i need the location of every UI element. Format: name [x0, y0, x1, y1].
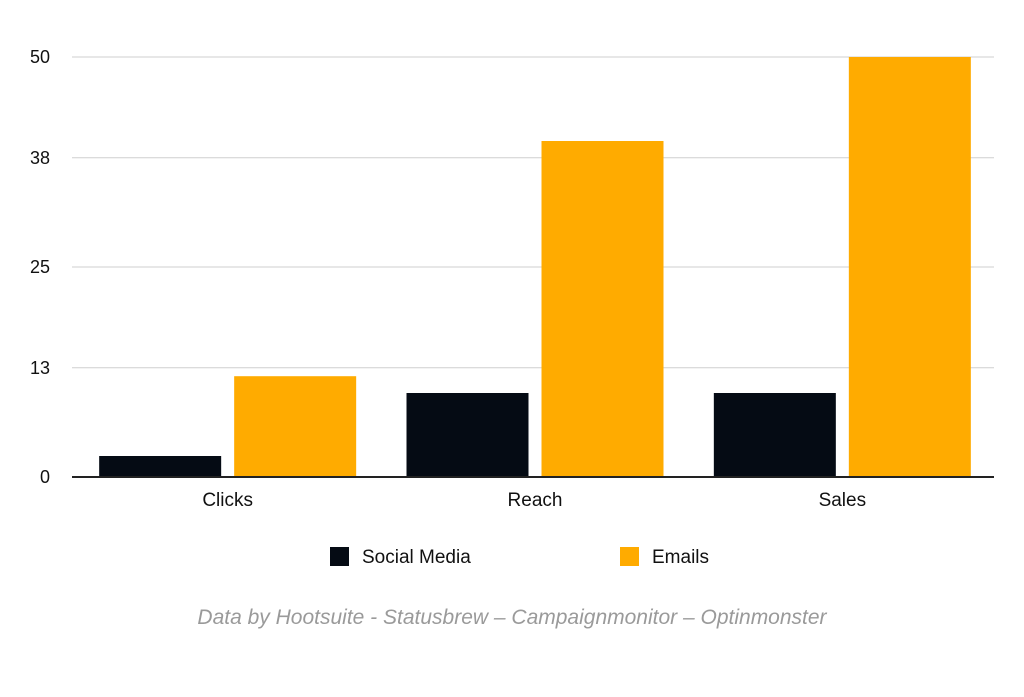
y-tick-label: 13	[30, 358, 50, 378]
y-tick-label: 0	[40, 467, 50, 487]
legend-swatch	[330, 547, 349, 566]
gridlines	[72, 56, 994, 369]
bar-emails-reach	[541, 141, 664, 477]
bar-social-media-reach	[406, 393, 529, 477]
x-category-label: Reach	[508, 490, 563, 511]
x-category-label: Clicks	[202, 490, 253, 511]
bar-emails-sales	[848, 57, 971, 477]
legend-label: Emails	[652, 547, 709, 568]
legend: Social Media Emails	[330, 547, 709, 568]
legend-label: Social Media	[362, 547, 471, 568]
legend-swatch	[620, 547, 639, 566]
bar-social-media-clicks	[99, 456, 222, 477]
bars	[99, 57, 971, 477]
x-category-label: Sales	[819, 490, 867, 511]
y-tick-label: 38	[30, 148, 50, 168]
source-note: Data by Hootsuite - Statusbrew – Campaig…	[197, 606, 827, 629]
y-axis-ticks: 0 13 25 38 50	[30, 47, 50, 487]
x-axis-categories: Clicks Reach Sales	[202, 490, 866, 511]
bar-emails-clicks	[234, 376, 357, 477]
bar-social-media-sales	[713, 393, 836, 477]
y-tick-label: 50	[30, 47, 50, 67]
y-tick-label: 25	[30, 257, 50, 277]
